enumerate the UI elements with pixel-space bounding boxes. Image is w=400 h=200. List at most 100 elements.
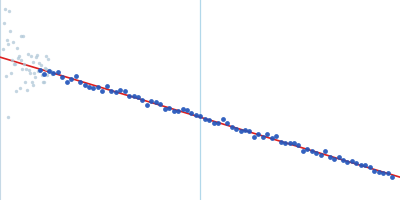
Point — [30, 83, 37, 86]
Point — [264, 132, 270, 136]
Point — [353, 161, 360, 165]
Point — [224, 122, 230, 125]
Point — [104, 84, 110, 87]
Point — [24, 89, 30, 92]
Point — [170, 109, 177, 112]
Point — [6, 10, 13, 13]
Point — [215, 121, 222, 124]
Point — [291, 141, 297, 145]
Point — [86, 85, 92, 88]
Point — [157, 103, 164, 106]
Point — [380, 172, 386, 175]
Point — [117, 88, 124, 92]
Point — [344, 160, 351, 163]
Point — [77, 80, 83, 84]
Point — [139, 99, 146, 102]
Point — [44, 73, 50, 76]
Point — [331, 158, 337, 161]
Point — [48, 69, 54, 72]
Point — [286, 142, 293, 145]
Point — [40, 81, 47, 84]
Point — [188, 111, 195, 115]
Point — [20, 34, 26, 38]
Point — [376, 170, 382, 173]
Point — [21, 63, 28, 66]
Point — [9, 58, 15, 61]
Point — [42, 54, 49, 58]
Point — [28, 80, 35, 83]
Point — [90, 86, 97, 89]
Point — [335, 156, 342, 159]
Point — [179, 107, 186, 111]
Point — [18, 59, 25, 62]
Point — [349, 159, 355, 163]
Point — [371, 169, 377, 172]
Point — [50, 72, 56, 75]
Point — [81, 83, 88, 86]
Point — [220, 117, 226, 120]
Point — [162, 107, 168, 110]
Point — [26, 72, 33, 75]
Point — [37, 68, 43, 71]
Point — [251, 135, 257, 138]
Point — [126, 95, 132, 98]
Point — [37, 69, 43, 72]
Point — [322, 149, 328, 152]
Point — [166, 107, 172, 110]
Point — [112, 90, 119, 93]
Point — [14, 47, 20, 50]
Point — [33, 55, 40, 58]
Point — [99, 89, 106, 92]
Point — [135, 95, 141, 98]
Point — [278, 141, 284, 144]
Point — [12, 62, 18, 65]
Point — [318, 153, 324, 156]
Point — [16, 54, 22, 58]
Point — [233, 127, 239, 131]
Point — [4, 38, 10, 42]
Point — [11, 62, 17, 65]
Point — [153, 100, 159, 103]
Point — [313, 151, 320, 155]
Point — [237, 130, 244, 133]
Point — [255, 132, 262, 135]
Point — [389, 176, 395, 179]
Point — [0, 47, 6, 50]
Point — [1, 22, 7, 25]
Point — [16, 86, 23, 89]
Point — [28, 54, 34, 58]
Point — [130, 95, 137, 98]
Point — [308, 149, 315, 152]
Point — [210, 121, 217, 124]
Point — [34, 53, 40, 56]
Point — [43, 68, 50, 71]
Point — [10, 41, 16, 44]
Point — [32, 76, 38, 79]
Point — [4, 42, 11, 45]
Point — [340, 158, 346, 161]
Point — [122, 90, 128, 93]
Point — [295, 144, 302, 147]
Point — [22, 80, 28, 83]
Point — [41, 66, 48, 70]
Point — [19, 67, 26, 70]
Point — [228, 126, 235, 129]
Point — [55, 70, 61, 73]
Point — [2, 75, 9, 78]
Point — [41, 72, 48, 75]
Point — [31, 71, 38, 74]
Point — [8, 71, 14, 74]
Point — [5, 115, 12, 118]
Point — [193, 113, 199, 116]
Point — [326, 155, 333, 159]
Point — [246, 129, 253, 133]
Point — [197, 114, 204, 117]
Point — [64, 80, 70, 83]
Point — [175, 110, 181, 113]
Point — [2, 7, 8, 10]
Point — [46, 69, 52, 72]
Point — [202, 117, 208, 120]
Point — [45, 58, 52, 61]
Point — [260, 136, 266, 139]
Point — [25, 53, 31, 56]
